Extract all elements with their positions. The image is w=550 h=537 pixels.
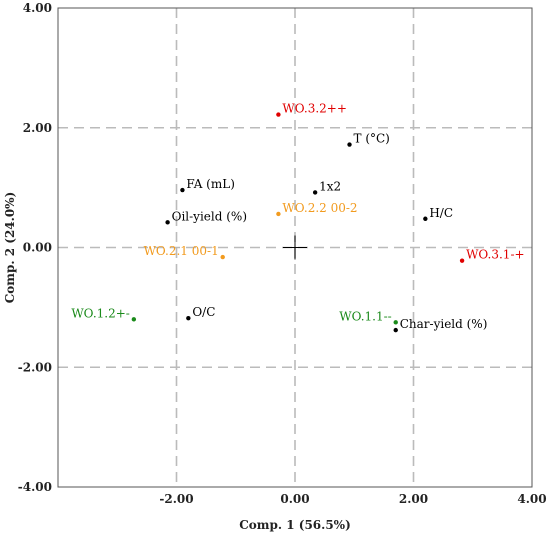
data-point: WO.3.1-+ bbox=[459, 248, 525, 263]
data-point: Oil-yield (%) bbox=[165, 209, 247, 225]
data-point: Char-yield (%) bbox=[393, 317, 488, 333]
point-label: 1x2 bbox=[319, 179, 341, 193]
x-tick-label: 2.00 bbox=[399, 492, 428, 506]
point-marker bbox=[165, 220, 170, 225]
data-point: WO.2.2 00-2 bbox=[276, 201, 358, 217]
point-marker bbox=[347, 142, 352, 147]
point-marker bbox=[393, 320, 398, 325]
x-tick-label: 0.00 bbox=[280, 492, 309, 506]
data-point: WO.3.2++ bbox=[276, 102, 347, 117]
point-label: Oil-yield (%) bbox=[172, 209, 247, 223]
point-label: Char-yield (%) bbox=[400, 317, 488, 331]
point-label: O/C bbox=[192, 305, 215, 319]
point-marker bbox=[276, 211, 281, 217]
point-marker bbox=[180, 187, 185, 193]
point-label: T (°C) bbox=[354, 132, 390, 146]
data-point: WO.1.1-- bbox=[339, 309, 398, 325]
data-point: WO.2.1 00-1 bbox=[144, 244, 225, 260]
point-label: WO.3.1-+ bbox=[466, 248, 524, 262]
point-marker bbox=[220, 254, 225, 260]
x-tick-label: 4.00 bbox=[517, 492, 546, 506]
data-point: T (°C) bbox=[347, 132, 390, 147]
point-label: WO.1.2+- bbox=[71, 306, 129, 320]
point-marker bbox=[186, 315, 191, 321]
y-tick-label: -4.00 bbox=[18, 480, 52, 494]
y-tick-label: -2.00 bbox=[18, 360, 52, 374]
data-point: 1x2 bbox=[312, 179, 341, 195]
point-marker bbox=[312, 190, 318, 195]
point-label: H/C bbox=[429, 206, 453, 220]
y-tick-label: 0.00 bbox=[23, 241, 52, 255]
data-point: WO.1.2+- bbox=[71, 306, 137, 322]
point-marker bbox=[393, 327, 398, 333]
data-points: WO.3.2++ T (°C) FA (mL) 1x2 H/C Oil-yield (%)… bbox=[71, 102, 525, 333]
x-axis-title: Comp. 1 (56.5%) bbox=[239, 518, 351, 532]
point-marker bbox=[459, 258, 465, 263]
y-tick-label: 4.00 bbox=[23, 1, 52, 15]
tick-labels: -2.00 0.00 2.00 4.00 -4.00 -2.00 0.00 2.00 4.00 bbox=[18, 1, 547, 506]
point-label: WO.1.1-- bbox=[339, 309, 391, 323]
point-label: WO.2.2 00-2 bbox=[282, 201, 357, 215]
x-tick-label: -2.00 bbox=[159, 492, 193, 506]
point-marker bbox=[423, 216, 428, 221]
data-point: H/C bbox=[423, 206, 453, 221]
data-point: O/C bbox=[186, 305, 215, 321]
point-marker bbox=[131, 317, 137, 322]
plot-frame bbox=[57, 7, 533, 488]
point-label: FA (mL) bbox=[186, 177, 234, 191]
data-point: FA (mL) bbox=[180, 177, 235, 193]
y-tick-label: 2.00 bbox=[23, 121, 52, 135]
origin-cross bbox=[283, 235, 307, 260]
point-marker bbox=[276, 112, 281, 117]
point-label: WO.2.1 00-1 bbox=[144, 244, 219, 258]
point-label: WO.3.2++ bbox=[282, 102, 346, 116]
y-axis-title: Comp. 2 (24.0%) bbox=[3, 192, 17, 304]
